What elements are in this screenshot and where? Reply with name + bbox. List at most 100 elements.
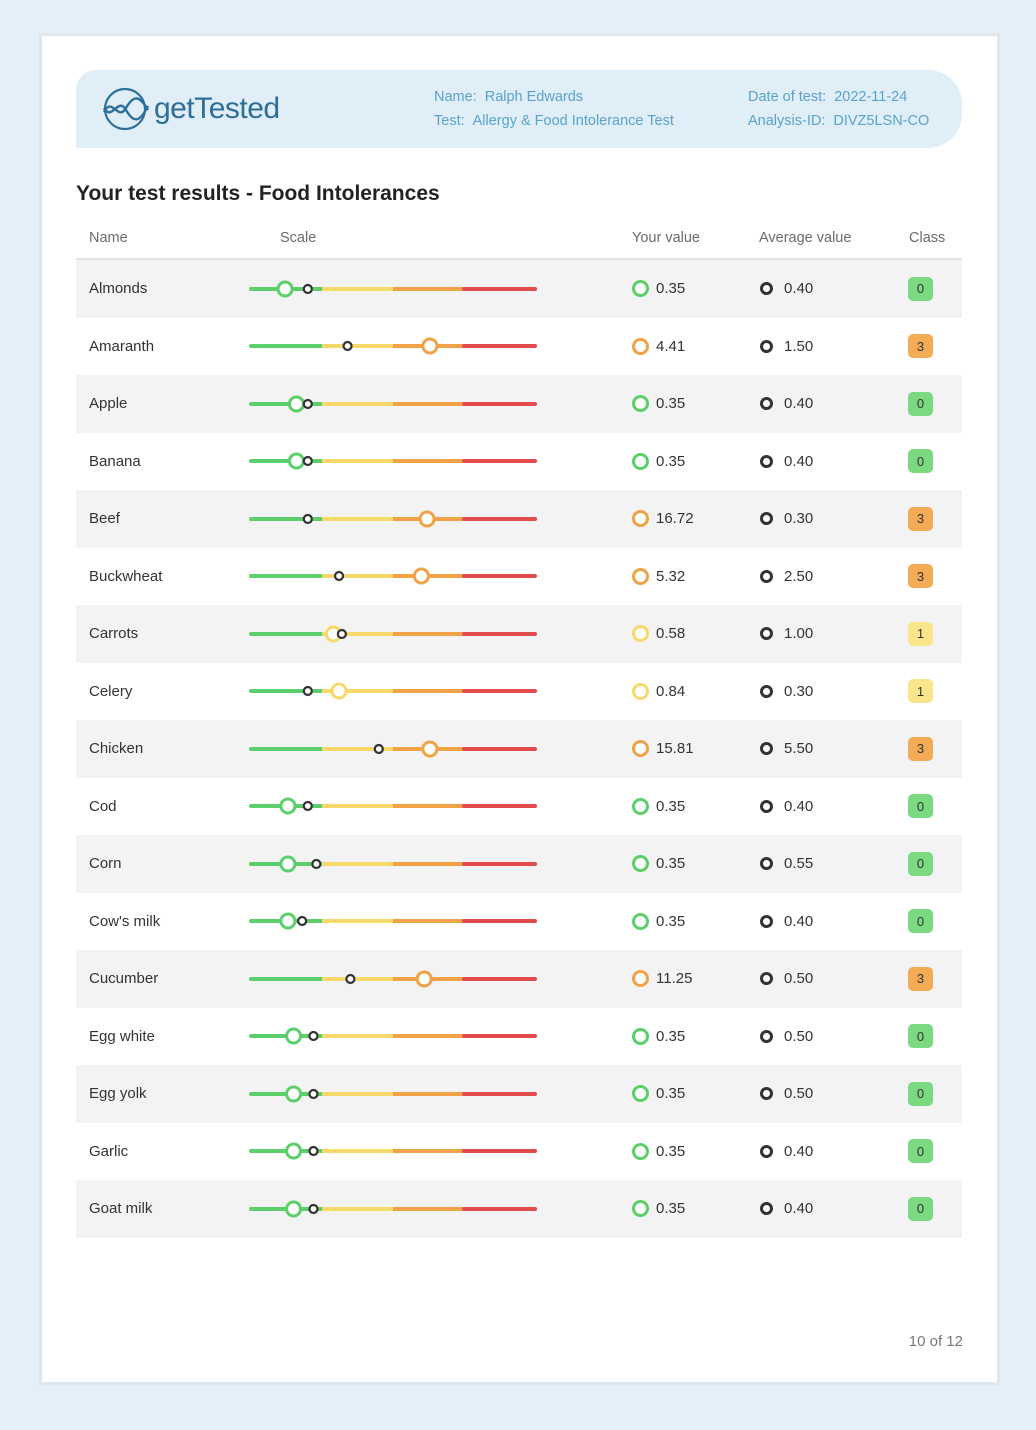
your-value: 16.72 <box>632 490 694 548</box>
your-value: 0.35 <box>632 260 685 318</box>
value-ring-icon <box>632 1027 649 1045</box>
date-value: 2022-11-24 <box>834 89 908 105</box>
test-info: Date of test: 2022-11-24 Analysis-ID: DIVZ… <box>748 85 929 133</box>
value-ring-icon <box>632 855 649 873</box>
scale-svg <box>249 567 537 585</box>
value-ring-icon <box>632 452 649 470</box>
average-value-text: 0.40 <box>784 395 814 413</box>
average-value: 0.40 <box>760 1123 813 1181</box>
value-ring-icon <box>632 682 649 700</box>
average-value-text: 0.55 <box>784 855 814 873</box>
average-value: 2.50 <box>760 548 813 606</box>
class-cell: 3 <box>908 548 933 606</box>
date-label: Date of test: <box>748 89 827 105</box>
col-your-value: Your value <box>632 230 700 246</box>
average-ring-icon <box>760 397 773 411</box>
your-value-marker <box>285 1085 303 1103</box>
your-value: 0.35 <box>632 1123 685 1181</box>
scale-bar <box>248 835 538 893</box>
class-badge: 0 <box>908 1081 933 1106</box>
table-row: Cucumber 11.25 0.50 3 <box>76 950 962 1008</box>
your-value: 0.35 <box>632 1065 685 1123</box>
average-ring-icon <box>760 454 773 468</box>
average-ring-icon <box>760 282 773 296</box>
average-value-text: 0.40 <box>784 452 814 470</box>
table-row: Almonds 0.35 0.40 0 <box>76 260 962 318</box>
your-value-text: 0.35 <box>656 1142 686 1160</box>
average-value: 0.50 <box>760 1065 813 1123</box>
scale-bar <box>248 1065 538 1123</box>
class-cell: 3 <box>908 318 933 376</box>
class-cell: 3 <box>908 950 933 1008</box>
scale-bar <box>248 1008 538 1066</box>
your-value: 0.35 <box>632 1180 685 1238</box>
value-ring-icon <box>632 1085 649 1103</box>
your-value-text: 16.72 <box>656 510 694 528</box>
average-ring-icon <box>760 972 773 986</box>
scale-svg <box>249 1085 537 1103</box>
scale-svg <box>249 452 537 470</box>
scale-bar <box>248 1123 538 1181</box>
food-name: Buckwheat <box>89 567 163 585</box>
class-cell: 3 <box>908 720 933 778</box>
table-row: Celery 0.84 0.30 1 <box>76 663 962 721</box>
your-value-marker <box>418 510 436 528</box>
average-value: 0.40 <box>760 375 813 433</box>
class-cell: 0 <box>908 1065 933 1123</box>
class-cell: 0 <box>908 893 933 951</box>
class-badge: 0 <box>908 794 933 819</box>
average-value: 0.40 <box>760 433 813 491</box>
your-value-text: 0.35 <box>656 1200 686 1218</box>
your-value-text: 0.84 <box>656 682 686 700</box>
class-badge: 3 <box>908 334 933 359</box>
average-value-text: 1.50 <box>784 337 814 355</box>
report-header: getTested Name: Ralph Edwards Test: Allerg… <box>76 70 962 148</box>
average-value-text: 0.40 <box>784 280 814 298</box>
your-value-text: 0.35 <box>656 912 686 930</box>
average-value: 1.50 <box>760 318 813 376</box>
class-cell: 0 <box>908 1123 933 1181</box>
average-value-marker <box>302 398 313 409</box>
test-label: Test: <box>434 113 465 129</box>
col-name: Name <box>89 230 128 246</box>
name-label: Name: <box>434 89 477 105</box>
class-badge: 0 <box>908 449 933 474</box>
food-name: Chicken <box>89 740 144 758</box>
average-value: 0.50 <box>760 1008 813 1066</box>
average-value: 1.00 <box>760 605 813 663</box>
your-value-text: 0.35 <box>656 395 686 413</box>
class-badge: 1 <box>908 621 933 646</box>
scale-svg <box>249 1027 537 1045</box>
your-value-marker <box>287 452 305 470</box>
average-ring-icon <box>760 914 773 928</box>
your-value-text: 0.35 <box>656 855 686 873</box>
class-cell: 3 <box>908 490 933 548</box>
average-value-marker <box>373 743 384 754</box>
your-value-marker <box>285 1200 303 1218</box>
average-value-marker <box>302 686 313 697</box>
scale-bar <box>248 663 538 721</box>
average-ring-icon <box>760 569 773 583</box>
average-value-text: 0.40 <box>784 912 814 930</box>
value-ring-icon <box>632 1142 649 1160</box>
table-row: Chicken 15.81 5.50 3 <box>76 720 962 778</box>
table-row: Egg white 0.35 0.50 0 <box>76 1008 962 1066</box>
test-value: Allergy & Food Intolerance Test <box>472 113 674 129</box>
average-value: 0.30 <box>760 663 813 721</box>
scale-svg <box>249 740 537 758</box>
average-value-marker <box>302 513 313 524</box>
report-page: getTested Name: Ralph Edwards Test: Allerg… <box>42 36 997 1382</box>
table-row: Apple 0.35 0.40 0 <box>76 375 962 433</box>
your-value: 0.35 <box>632 893 685 951</box>
average-value: 0.55 <box>760 835 813 893</box>
patient-info: Name: Ralph Edwards Test: Allergy & Food I… <box>434 85 674 133</box>
class-cell: 1 <box>908 663 933 721</box>
scale-svg <box>249 1200 537 1218</box>
class-badge: 0 <box>908 851 933 876</box>
your-value-marker <box>285 1142 303 1160</box>
your-value-text: 0.35 <box>656 452 686 470</box>
value-ring-icon <box>632 510 649 528</box>
class-badge: 0 <box>908 909 933 934</box>
scale-svg <box>249 510 537 528</box>
your-value-marker <box>279 855 297 873</box>
